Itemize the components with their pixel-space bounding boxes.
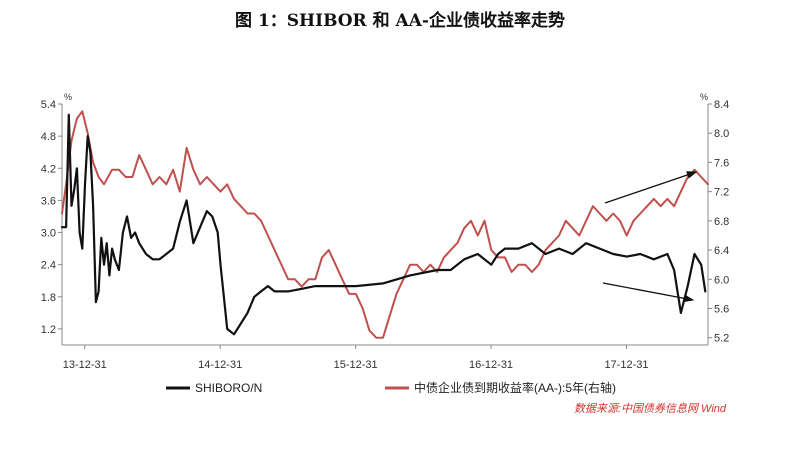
source-note: 数据来源:中国债券信息网 Wind: [574, 402, 727, 415]
left-tick-label-6: 4.8: [41, 131, 56, 143]
left-tick-label-7: 5.4: [41, 99, 56, 111]
right-tick-label-5: 7.2: [714, 187, 729, 199]
left-tick-label-2: 2.4: [41, 260, 56, 272]
x-tick-label-4: 17-12-31: [604, 359, 648, 371]
right-tick-label-0: 5.2: [714, 333, 729, 345]
chart-title: 图 1：SHIBOR 和 AA-企业债收益率走势: [235, 11, 565, 31]
right-tick-label-6: 7.6: [714, 157, 729, 169]
downward-trend-arrow: [602, 282, 695, 303]
right-unit-label: %: [700, 92, 708, 102]
legend-label-shibor: SHIBORO/N: [195, 381, 262, 395]
x-tick-label-3: 16-12-31: [469, 359, 513, 371]
left-unit-label: %: [64, 92, 72, 102]
right-tick-label-1: 5.6: [714, 303, 729, 315]
left-tick-label-0: 1.2: [41, 324, 56, 336]
right-tick-label-4: 6.8: [714, 216, 729, 228]
upward-trend-arrow: [604, 171, 698, 204]
x-tick-label-0: 13-12-31: [63, 359, 107, 371]
left-tick-label-3: 3.0: [41, 228, 56, 240]
right-tick-label-2: 6.0: [714, 274, 729, 286]
series-layer: [60, 110, 709, 339]
left-tick-label-5: 4.2: [41, 163, 56, 175]
x-tick-label-2: 15-12-31: [334, 359, 378, 371]
legend: SHIBORO/N 中债企业债到期收益率(AA-):5年(右轴): [166, 380, 616, 395]
right-tick-label-3: 6.4: [714, 245, 729, 257]
right-tick-label-7: 8.0: [714, 128, 729, 140]
chart-axes: 1.2 1.8 2.4 3.0 3.6 4.2 4.8 5.4% 5.2 5.6 6.0 6.4 6.8…: [41, 92, 730, 371]
series-line-bond-yield: [61, 110, 709, 339]
legend-label-bond: 中债企业债到期收益率(AA-):5年(右轴): [414, 380, 616, 395]
series-line-shibor: [60, 113, 707, 336]
x-tick-label-1: 14-12-31: [198, 359, 242, 371]
left-tick-label-4: 3.6: [41, 195, 56, 207]
left-tick-label-1: 1.8: [41, 292, 56, 304]
right-tick-label-8: 8.4: [714, 99, 729, 111]
trend-arrows: [602, 171, 698, 303]
